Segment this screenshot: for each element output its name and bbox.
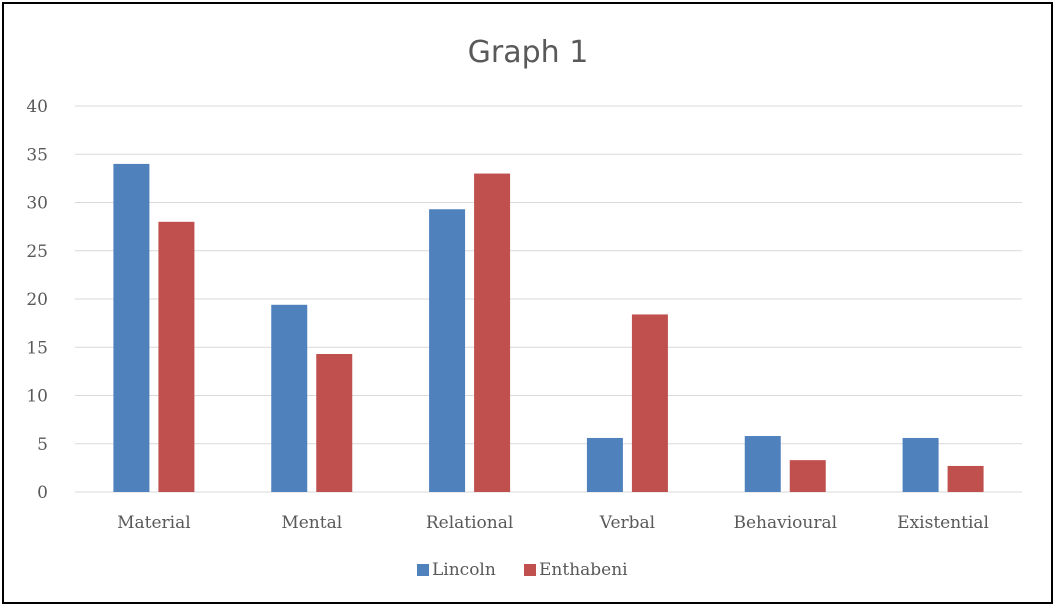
x-axis-categories: Material Mental Relational Verbal Behavioura…	[117, 513, 989, 533]
bar-enthabeni-existential	[947, 465, 984, 492]
bar-enthabeni-relational	[474, 173, 511, 493]
chart-title: Graph 1	[468, 35, 589, 70]
legend-label-lincoln: Lincoln	[432, 560, 496, 580]
bar-enthabeni-verbal	[631, 314, 668, 492]
bar-enthabeni-behavioural	[789, 460, 826, 492]
bar-lincoln-relational	[429, 209, 466, 492]
bars	[113, 163, 984, 493]
y-tick-label: 10	[26, 387, 48, 407]
x-category-label: Mental	[281, 513, 342, 533]
y-tick-label: 30	[26, 194, 48, 214]
x-category-label: Verbal	[599, 513, 655, 533]
gridlines	[75, 105, 1022, 493]
y-tick-label: 25	[26, 242, 48, 262]
x-category-label: Material	[117, 513, 191, 533]
bar-lincoln-verbal	[586, 437, 623, 492]
x-category-label: Relational	[426, 513, 513, 533]
y-tick-label: 15	[26, 338, 48, 358]
bar-lincoln-mental	[271, 304, 308, 492]
legend: Lincoln Enthabeni	[417, 560, 628, 580]
y-tick-label: 40	[26, 97, 48, 117]
bar-enthabeni-mental	[316, 354, 353, 492]
bar-enthabeni-material	[158, 221, 195, 493]
x-category-label: Existential	[897, 513, 989, 533]
y-tick-label: 5	[37, 435, 48, 455]
y-axis-ticks: 0 5 10 15 20 25 30 35 40	[26, 97, 48, 503]
x-category-label: Behavioural	[733, 513, 837, 533]
y-tick-label: 20	[26, 290, 48, 310]
legend-swatch-lincoln	[417, 564, 429, 576]
bar-lincoln-material	[113, 163, 150, 492]
bar-lincoln-existential	[902, 437, 939, 492]
legend-label-enthabeni: Enthabeni	[539, 560, 628, 580]
legend-swatch-enthabeni	[524, 564, 536, 576]
bar-lincoln-behavioural	[744, 436, 781, 492]
y-tick-label: 35	[26, 145, 48, 165]
y-tick-label: 0	[37, 483, 48, 503]
